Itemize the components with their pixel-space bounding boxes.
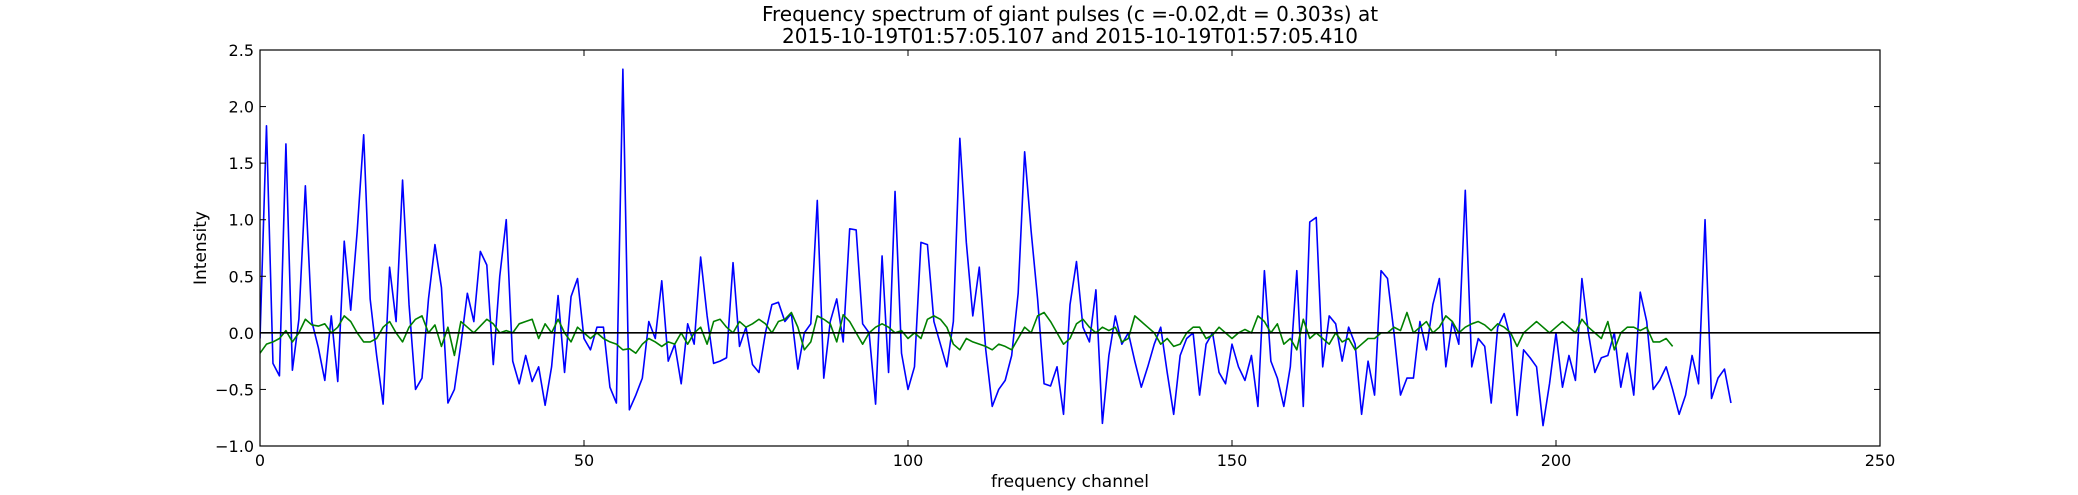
y-tick-label: 0.5 (229, 267, 254, 286)
x-tick-label: 50 (574, 451, 594, 470)
y-axis-label: Intensity (191, 211, 211, 285)
x-tick-label: 150 (1217, 451, 1248, 470)
y-tick-label: 2.5 (229, 41, 254, 60)
chart-title-line2: 2015-10-19T01:57:05.107 and 2015-10-19T0… (782, 24, 1358, 48)
x-tick-label: 200 (1541, 451, 1572, 470)
plot-frame (259, 49, 1881, 447)
series-line-2 (260, 311, 1674, 357)
axis-ticks: 0 50 100 150 200 250 −1.0 −0.5 0.0 0.5 1.0 1.5 2.0 2.… (215, 41, 1895, 470)
y-tick-label: 1.0 (229, 211, 254, 230)
series-line-1 (260, 68, 1732, 427)
x-tick-label: 0 (255, 451, 265, 470)
y-tick-label: 2.0 (229, 98, 254, 117)
y-tick-label: 1.5 (229, 154, 254, 173)
y-tick-label: −1.0 (215, 437, 254, 456)
chart-title-line1: Frequency spectrum of giant pulses (c =-… (762, 2, 1378, 26)
x-axis-label: frequency channel (991, 472, 1149, 492)
plot-area (260, 68, 1880, 427)
x-tick-label: 100 (893, 451, 924, 470)
x-tick-label: 250 (1865, 451, 1896, 470)
y-tick-label: 0.0 (229, 324, 254, 343)
y-tick-label: −0.5 (215, 380, 254, 399)
